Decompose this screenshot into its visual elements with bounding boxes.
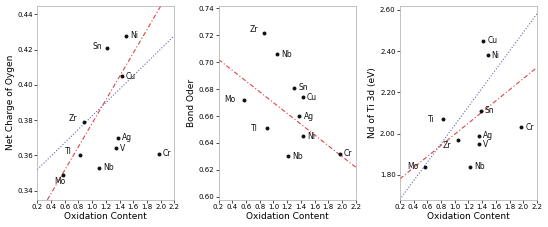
Text: Ni: Ni: [307, 132, 315, 141]
Text: Nb: Nb: [293, 152, 303, 161]
Point: [284, 155, 293, 158]
Text: Sn: Sn: [485, 106, 494, 115]
Text: Sn: Sn: [92, 42, 102, 51]
Point: [465, 165, 474, 168]
Text: Ag: Ag: [483, 131, 493, 140]
X-axis label: Oxidation Content: Oxidation Content: [427, 212, 510, 222]
Point: [122, 34, 131, 37]
Y-axis label: Net Charge of Oygen: Net Charge of Oygen: [5, 55, 15, 150]
Point: [76, 154, 85, 157]
Point: [112, 147, 121, 150]
Text: Ni: Ni: [492, 51, 500, 60]
Y-axis label: Nd of Ti 3d (eV): Nd of Ti 3d (eV): [368, 67, 377, 138]
Text: Tl: Tl: [65, 147, 72, 156]
Text: V: V: [483, 140, 488, 149]
Text: Ti: Ti: [428, 115, 435, 123]
Text: V: V: [120, 144, 125, 153]
Y-axis label: Bond Oder: Bond Oder: [187, 79, 196, 127]
Text: Cu: Cu: [307, 93, 317, 102]
Text: Mo: Mo: [407, 162, 419, 171]
Text: Zr: Zr: [443, 141, 452, 150]
Text: Nb: Nb: [103, 163, 113, 172]
Point: [114, 136, 123, 140]
Point: [95, 166, 104, 170]
Text: Ni: Ni: [130, 31, 139, 40]
Point: [474, 142, 483, 146]
Text: Nb: Nb: [281, 49, 292, 59]
X-axis label: Oxidation Content: Oxidation Content: [65, 212, 147, 222]
Point: [154, 152, 163, 155]
Point: [272, 52, 281, 56]
X-axis label: Oxidation Content: Oxidation Content: [246, 212, 328, 222]
Text: Ag: Ag: [122, 133, 133, 142]
Point: [454, 138, 463, 141]
Point: [476, 109, 485, 113]
Point: [479, 39, 488, 42]
Point: [483, 53, 492, 57]
Point: [421, 165, 430, 168]
Text: Cu: Cu: [125, 72, 136, 81]
Text: Cu: Cu: [488, 36, 498, 45]
Text: Zr: Zr: [69, 114, 77, 123]
Point: [79, 120, 88, 124]
Point: [260, 31, 269, 34]
Point: [299, 134, 307, 138]
Text: Cr: Cr: [526, 123, 534, 132]
Point: [262, 126, 271, 130]
Point: [295, 114, 304, 118]
Text: Zr: Zr: [249, 25, 258, 34]
Point: [335, 152, 344, 155]
Text: Tl: Tl: [252, 124, 258, 133]
Point: [239, 98, 248, 102]
Text: Mo: Mo: [54, 177, 66, 186]
Text: Cr: Cr: [344, 149, 352, 158]
Point: [289, 86, 298, 90]
Point: [299, 95, 307, 99]
Point: [438, 117, 447, 121]
Text: Nb: Nb: [474, 162, 484, 171]
Point: [103, 46, 112, 50]
Text: Sn: Sn: [298, 83, 307, 92]
Text: Mo: Mo: [225, 95, 236, 104]
Point: [58, 173, 67, 177]
Point: [517, 126, 526, 129]
Text: Cr: Cr: [163, 149, 171, 158]
Text: Ag: Ag: [304, 111, 313, 121]
Point: [474, 134, 483, 137]
Point: [117, 74, 126, 78]
